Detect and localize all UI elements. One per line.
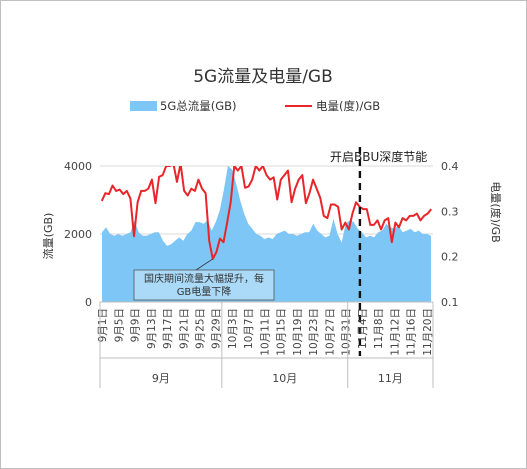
energy-line-series: [100, 166, 432, 260]
traffic-area-series: [102, 166, 431, 302]
x-tick-label: 10月27日: [324, 308, 336, 356]
traffic-area: [102, 166, 431, 302]
annotation-box: [133, 269, 275, 301]
x-tick-label: 11月12日: [389, 308, 401, 356]
annotation-leader-line: [195, 258, 214, 271]
legend-line-label: 电量(度)/GB: [316, 99, 380, 113]
y-right-tick-label: 0.4: [441, 160, 459, 173]
legend: 5G总流量(GB) 电量(度)/GB: [130, 99, 380, 113]
legend-area-swatch: [130, 101, 157, 111]
x-tick-label: 9月1日: [97, 308, 109, 342]
bbu-label: 开启BBU深度节能: [330, 149, 427, 164]
x-tick-label: 10月15日: [276, 308, 288, 356]
x-tick-label: 10月11日: [260, 308, 272, 356]
axes: 0 2000 4000 0.1 0.2 0.3 0.4 9月1日 9月5日 9月9日 9月13日 9月…: [64, 160, 459, 388]
x-tick-label: 10月23日: [308, 308, 320, 356]
month-label: 11月: [378, 372, 403, 385]
y-left-axis-label: 流量(GB): [41, 213, 55, 260]
energy-line: [100, 166, 432, 260]
y-left-tick-label: 4000: [64, 160, 92, 173]
x-tick-label: 10月31日: [341, 308, 353, 356]
x-tick-label: 9月25日: [195, 308, 207, 349]
x-tick-label: 11月20日: [422, 308, 434, 356]
chart-title: 5G流量及电量/GB: [193, 67, 333, 87]
x-tick-label: 9月21日: [178, 308, 190, 349]
y-right-tick-label: 0.3: [441, 205, 459, 218]
x-tick-label: 9月5日: [113, 308, 125, 342]
legend-area-label: 5G总流量(GB): [160, 99, 237, 113]
x-tick-label: 9月29日: [211, 308, 223, 349]
x-tick-label: 10月3日: [227, 308, 239, 349]
x-tick-label: 9月9日: [130, 308, 142, 342]
month-label: 9月: [152, 372, 170, 385]
y-left-tick-label: 0: [85, 296, 92, 309]
x-tick-label: 10月19日: [292, 308, 304, 356]
y-left-tick-label: 2000: [64, 228, 92, 241]
y-right-tick-label: 0.2: [441, 251, 459, 264]
x-tick-label: 11月8日: [373, 308, 385, 349]
annotation-national-day: 国庆期间流量大幅提升，每 GB电量下降: [133, 258, 275, 301]
y-right-tick-label: 0.1: [441, 296, 459, 309]
annotation-line-2: GB电量下降: [177, 285, 232, 298]
x-tick-label: 11月16日: [406, 308, 418, 356]
month-label: 10月: [272, 372, 297, 385]
annotation-line-1: 国庆期间流量大幅提升，每: [144, 272, 264, 285]
x-tick-label: 9月13日: [146, 308, 158, 349]
y-right-axis-label: 电量(度)/GB: [489, 181, 503, 242]
x-tick-label: 9月17日: [162, 308, 174, 349]
x-tick-label: 11月4日: [357, 308, 369, 349]
x-tick-label: 10月7日: [243, 308, 255, 349]
